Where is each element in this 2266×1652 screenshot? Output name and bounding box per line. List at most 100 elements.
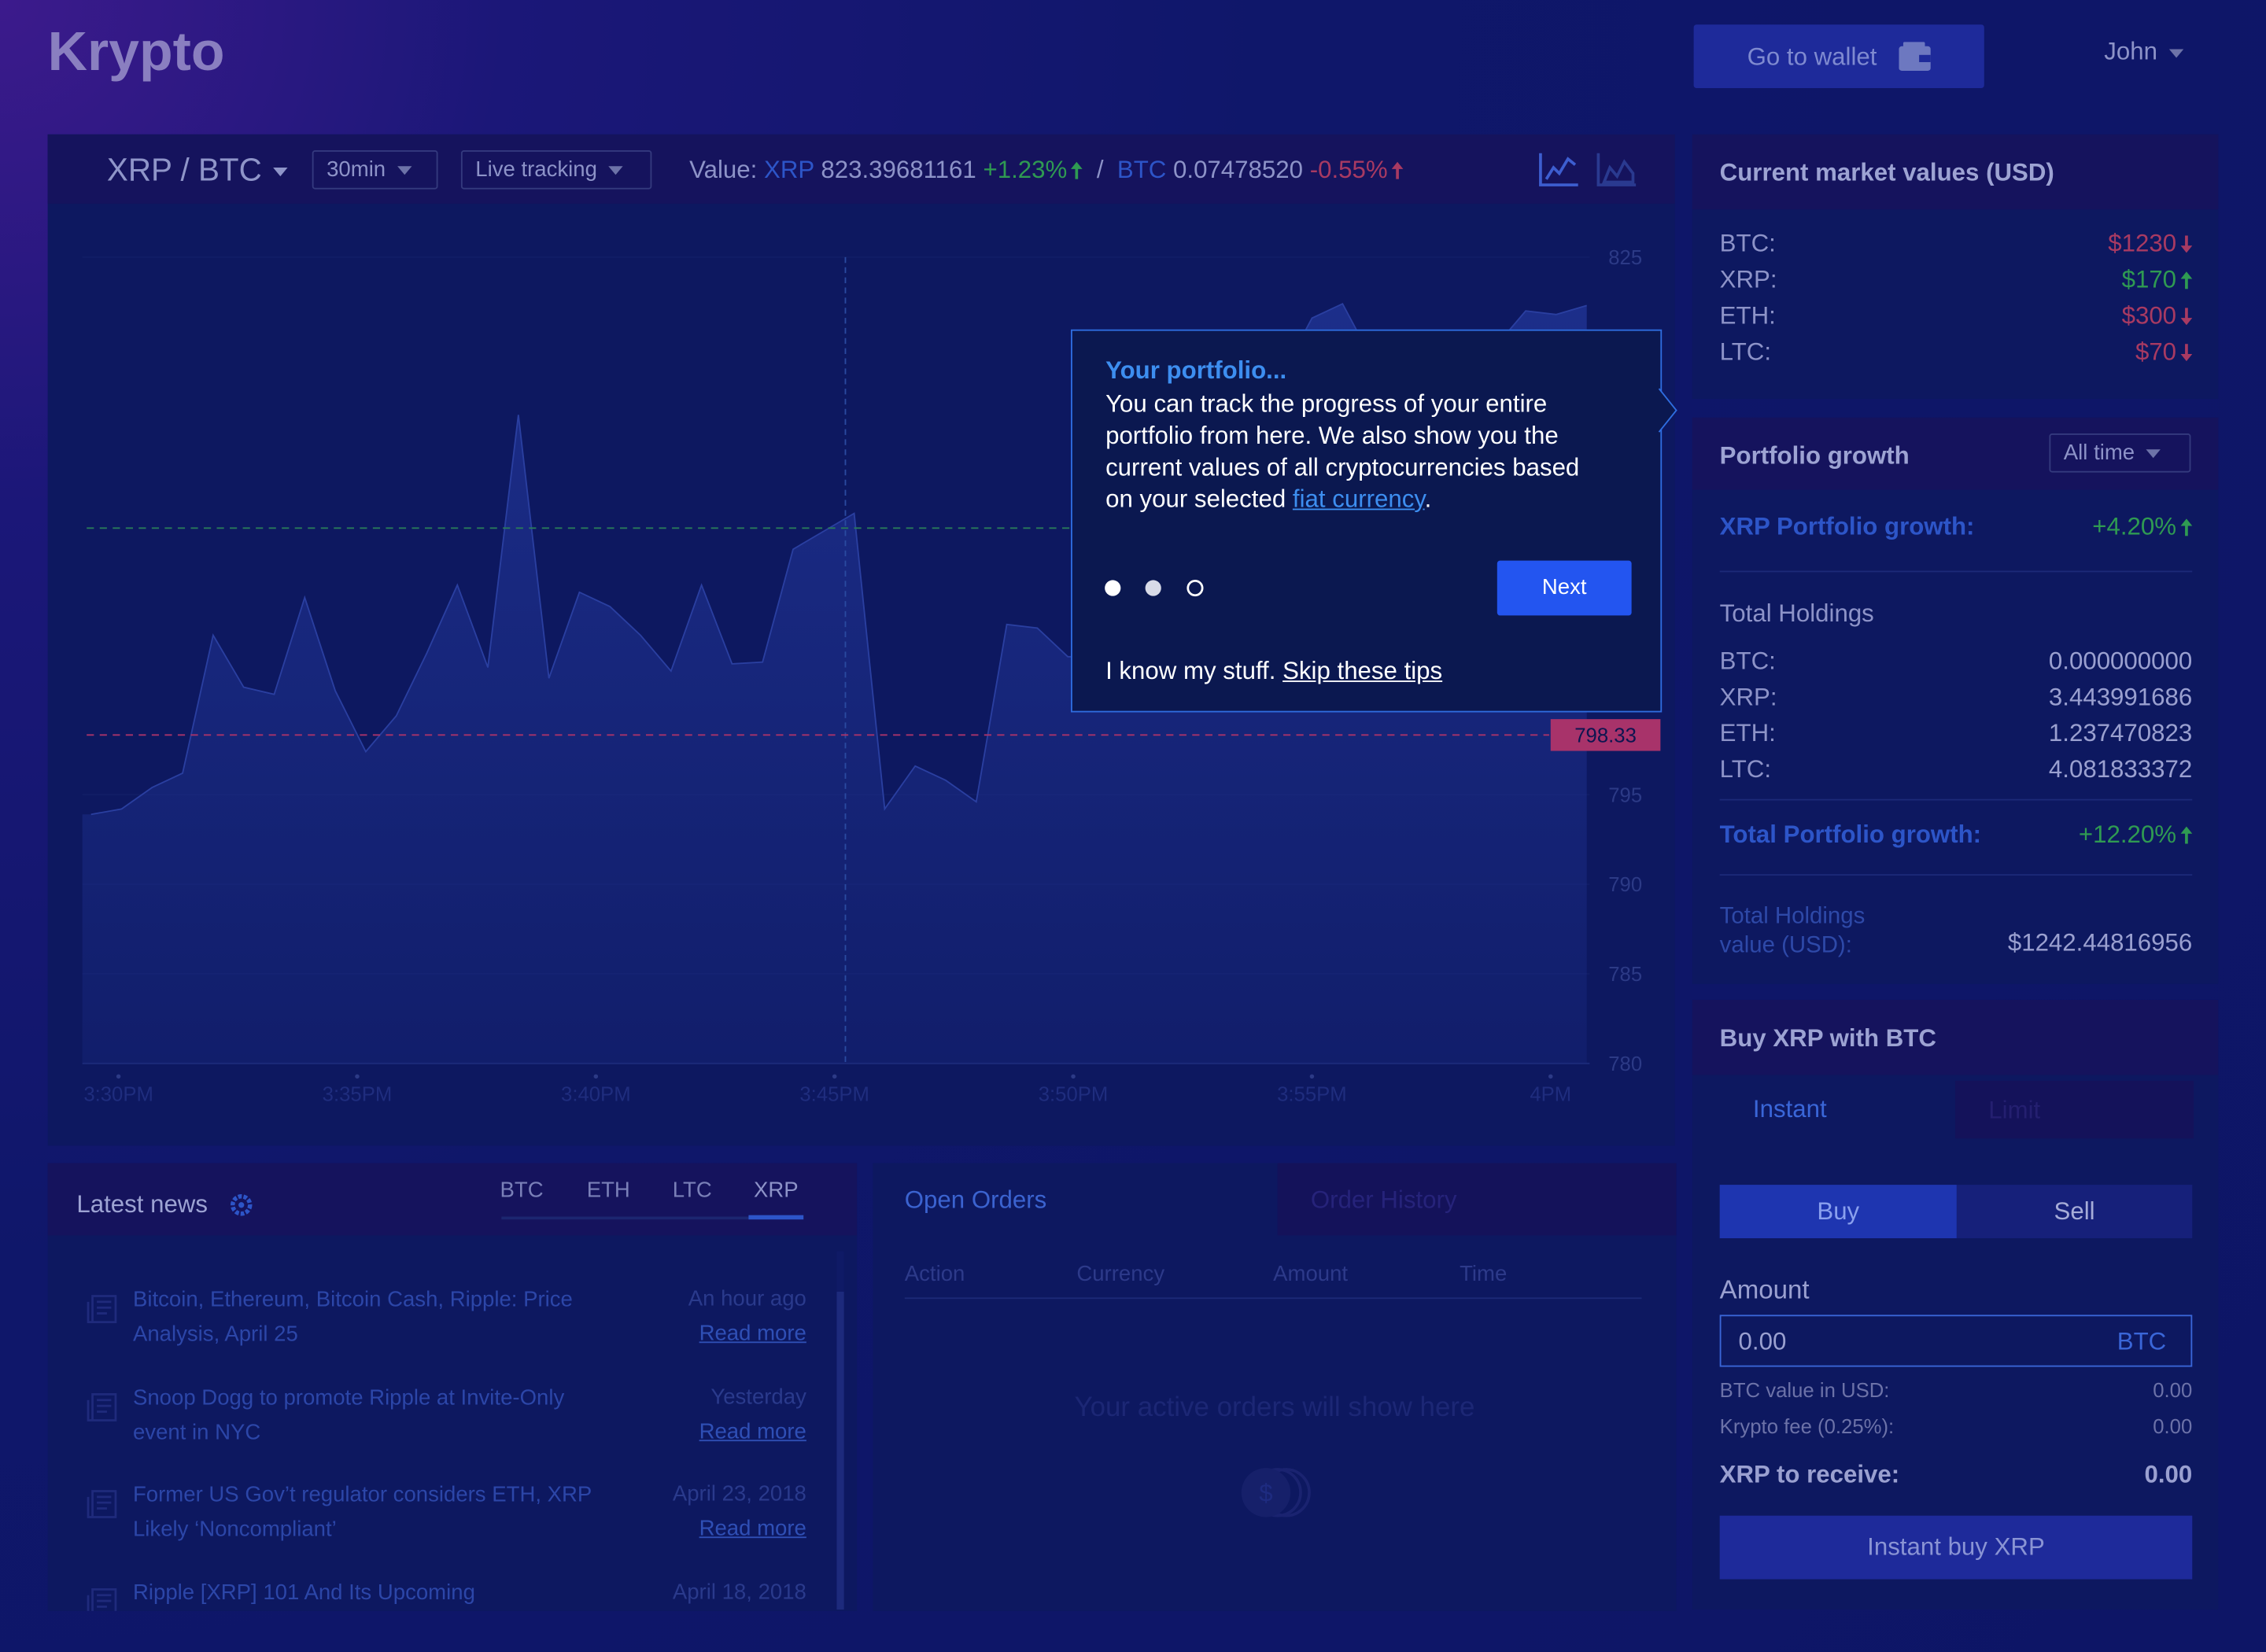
divider (904, 1297, 1642, 1300)
total-growth-value: +12.20% (2078, 820, 2177, 849)
arrow-shape (2180, 308, 2193, 326)
column-header: Currency (1076, 1262, 1165, 1287)
divider (1719, 570, 2193, 573)
user-menu[interactable]: John (2104, 38, 2184, 67)
amount-placeholder: 0.00 (1738, 1327, 1787, 1355)
x-tick-dot (1071, 1074, 1076, 1079)
popup-pointer (1658, 388, 1677, 433)
holding-value: 1.237470823 (2048, 719, 2193, 747)
holdings-title: Total Holdings (1719, 599, 1874, 628)
market-value-text: $300 (2121, 301, 2177, 330)
wallet-button[interactable]: Go to wallet (1693, 24, 1984, 89)
market-label: LTC: (1719, 337, 1772, 366)
price-marker-box (1550, 719, 1661, 751)
tour-body: You can track the progress of your entir… (1105, 389, 1604, 516)
interval-select[interactable]: 30min (312, 150, 438, 190)
y-tick-label: 790 (1608, 874, 1642, 896)
panel-header (1692, 134, 2219, 210)
caret (273, 168, 288, 177)
tab-limit[interactable]: Limit (1955, 1080, 2194, 1139)
holding-value: 0.000000000 (2048, 647, 2193, 675)
tour-title: Your portfolio... (1105, 356, 1287, 385)
tab-open-orders[interactable]: Open Orders (904, 1186, 1047, 1214)
tab-limit-label: Limit (1988, 1097, 2041, 1124)
news-tab[interactable]: ETH (586, 1178, 630, 1204)
xrp-growth: +4.20% (2092, 513, 2193, 542)
news-headline[interactable]: Snoop Dogg to promote Ripple at Invite-O… (132, 1385, 565, 1444)
total-growth: +12.20% (2078, 820, 2193, 850)
read-more-link[interactable]: Read more (699, 1516, 806, 1541)
tour-text-end: . (1424, 485, 1432, 514)
xrp-growth-value: +4.20% (2092, 513, 2177, 540)
caret (2168, 48, 2184, 57)
separator: / (1096, 156, 1104, 184)
market-panel (1692, 134, 2219, 399)
divider (1719, 874, 2193, 876)
orders-empty: Your active orders will show here (1074, 1392, 1475, 1424)
column-header: Action (904, 1262, 965, 1287)
read-more-link[interactable]: Read more (699, 1321, 806, 1346)
xrp-change: +1.23% (983, 156, 1068, 184)
x-tick-dot (1548, 1074, 1553, 1079)
news-time: April 23, 2018 (672, 1481, 806, 1506)
news-headline[interactable]: Bitcoin, Ethereum, Bitcoin Cash, Ripple:… (132, 1287, 573, 1347)
wallet-button-label: Go to wallet (1747, 43, 1877, 71)
up-arrow (2180, 271, 2193, 289)
xrp-label: XRP (764, 156, 814, 184)
wallet-icon (1899, 42, 1931, 71)
step-dots[interactable] (1102, 577, 1210, 599)
news-tab[interactable]: LTC (672, 1178, 712, 1204)
value-label: Value: (689, 156, 758, 184)
news-time: Yesterday (710, 1384, 806, 1409)
caret (397, 166, 412, 175)
logo[interactable]: Krypto (47, 22, 225, 83)
tour-text: You can track the progress of your entir… (1105, 389, 1580, 514)
settings-icon[interactable] (230, 1193, 253, 1216)
price-marker-label: 798.33 (1574, 725, 1637, 747)
x-tick-dot (355, 1074, 360, 1079)
x-tick-label: 3:45PM (799, 1084, 869, 1106)
news-tab[interactable]: XRP (753, 1178, 799, 1204)
news-icon (87, 1295, 117, 1323)
tracking-select[interactable]: Live tracking (460, 150, 652, 190)
news-time: An hour ago (688, 1286, 806, 1311)
sell-toggle[interactable]: Sell (1956, 1185, 2193, 1239)
skip-link[interactable]: Skip these tips (1282, 657, 1443, 685)
up-arrow (1071, 161, 1083, 179)
amount-unit: BTC (2117, 1327, 2167, 1355)
down-arrow (2180, 344, 2193, 362)
tab-instant[interactable]: Instant (1752, 1095, 1827, 1123)
portfolio-title: Portfolio growth (1719, 442, 1910, 470)
amount-input[interactable]: 0.00 BTC (1719, 1315, 2193, 1367)
total-growth-label: Total Portfolio growth: (1719, 820, 1982, 849)
market-title: Current market values (USD) (1719, 159, 2054, 186)
panel-header (1692, 417, 2219, 490)
arrow-shape (2180, 271, 2193, 289)
fee-label: Krypto fee (0.25%): (1719, 1414, 1895, 1438)
scrollbar[interactable] (836, 1251, 844, 1610)
pair-select[interactable]: XRP / BTC (107, 152, 288, 190)
instant-buy-button[interactable]: Instant buy XRP (1719, 1515, 2193, 1580)
buy-toggle[interactable]: Buy (1719, 1185, 1957, 1239)
scroll-thumb[interactable] (836, 1292, 844, 1610)
down-arrow (2180, 308, 2193, 326)
holding-value: 3.443991686 (2048, 683, 2193, 711)
fiat-link[interactable]: fiat currency (1292, 485, 1425, 514)
value-summary: Value: XRP 823.39681161 +1.23% / BTC 0.0… (689, 156, 1404, 185)
tab-order-history[interactable]: Order History (1277, 1163, 1677, 1236)
read-more-link[interactable]: Read more (699, 1418, 806, 1444)
news-headline[interactable]: Ripple [XRP] 101 And Its Upcoming (132, 1580, 475, 1605)
chart-type-icons[interactable] (1537, 150, 1639, 188)
x-tick-dot (1309, 1074, 1315, 1079)
news-headline[interactable]: Former US Gov’t regulator considers ETH,… (132, 1482, 592, 1542)
period-select[interactable]: All time (2049, 433, 2191, 473)
next-button[interactable]: Next (1497, 560, 1632, 616)
receive-label: XRP to receive: (1719, 1460, 1900, 1488)
x-tick-label: 3:30PM (83, 1084, 153, 1106)
news-tab[interactable]: BTC (500, 1178, 544, 1204)
market-label: ETH: (1719, 301, 1776, 330)
